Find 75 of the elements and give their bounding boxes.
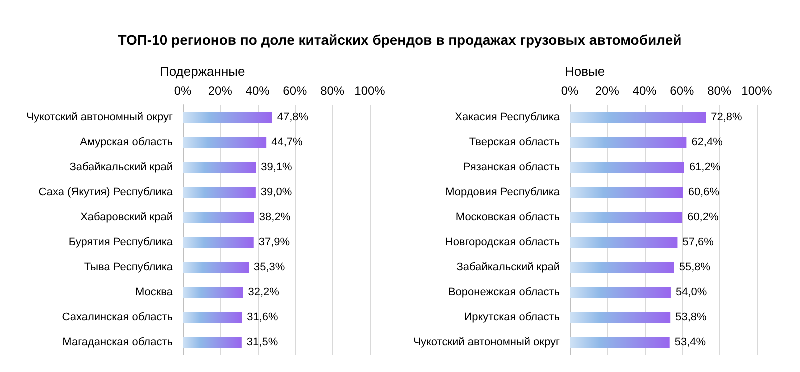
x-tick-label: 0% xyxy=(561,84,579,98)
x-tick-label: 0% xyxy=(174,84,192,98)
bar xyxy=(183,187,256,198)
data-label: 53,4% xyxy=(674,336,706,348)
bar xyxy=(183,262,250,273)
data-label: 54,0% xyxy=(676,286,708,298)
data-label: 55,8% xyxy=(679,262,711,274)
data-label: 60,6% xyxy=(688,186,720,198)
data-label: 38,2% xyxy=(259,212,291,224)
y-tick-label: Воронежская область xyxy=(448,286,560,298)
y-tick-label: Москва xyxy=(135,286,174,298)
chart-subtitle: Подержанные xyxy=(160,64,246,79)
bar xyxy=(183,237,254,248)
bar xyxy=(570,262,674,273)
x-tick-label: 60% xyxy=(283,84,308,98)
bar xyxy=(570,237,678,248)
x-tick-label: 100% xyxy=(742,84,773,98)
bar xyxy=(570,337,670,348)
y-tick-label: Московская область xyxy=(456,212,560,224)
y-tick-label: Сахалинская область xyxy=(62,312,174,324)
data-label: 39,1% xyxy=(261,162,293,174)
text: ТОП-10 регионов по доле китайских брендов в продажах грузовых автомобилей xyxy=(117,32,683,48)
x-tick-label: 40% xyxy=(632,84,658,98)
data-label: 39,0% xyxy=(260,186,292,198)
y-tick-label: Рязанская область xyxy=(463,162,560,174)
bar xyxy=(183,287,244,298)
x-tick-label: 80% xyxy=(708,84,732,98)
bar xyxy=(570,312,671,323)
data-label: 31,6% xyxy=(247,312,278,324)
y-tick-label: Саха (Якутия) Республика xyxy=(38,186,174,198)
bar xyxy=(183,312,242,323)
x-tick-label: 80% xyxy=(320,84,345,98)
data-label: 60,2% xyxy=(688,212,719,224)
x-tick-label: 20% xyxy=(208,84,233,98)
y-tick-label: Хабаровский край xyxy=(80,212,173,224)
chart-subtitle: Новые xyxy=(565,64,606,79)
y-tick-label: Забайкальский край xyxy=(70,162,173,174)
data-label: 35,3% xyxy=(254,262,286,274)
y-tick-label: Тыва Республика xyxy=(84,262,174,274)
bar xyxy=(570,187,684,198)
y-tick-label: Иркутская область xyxy=(464,312,560,324)
y-tick-label: Чукотский автономный округ xyxy=(26,112,173,124)
x-tick-label: 40% xyxy=(246,84,270,98)
y-tick-label: Чукотский автономный округ xyxy=(414,336,560,348)
y-tick-label: Бурятия Республика xyxy=(68,236,174,248)
y-tick-label: Тверская область xyxy=(469,136,560,148)
data-label: 53,8% xyxy=(676,312,708,324)
y-tick-label: Новгородская область xyxy=(445,236,560,248)
data-label: 61,2% xyxy=(689,162,721,174)
x-tick-label: 20% xyxy=(595,84,620,98)
data-label: 37,9% xyxy=(258,236,290,248)
bar xyxy=(183,337,242,348)
data-label: 57,6% xyxy=(682,236,714,248)
data-label: 62,4% xyxy=(692,136,724,148)
bar xyxy=(570,287,671,298)
y-tick-label: Хакасия Республика xyxy=(455,112,561,124)
data-label: 32,2% xyxy=(248,286,280,298)
bar xyxy=(570,162,684,173)
bar xyxy=(570,112,706,123)
y-tick-label: Магаданская область xyxy=(62,336,174,348)
bar xyxy=(183,162,256,173)
x-tick-label: 100% xyxy=(354,84,386,98)
y-tick-label: Забайкальский край xyxy=(456,262,560,274)
bar xyxy=(183,137,267,148)
bar xyxy=(570,137,687,148)
y-tick-label: Мордовия Республика xyxy=(446,186,561,198)
bar xyxy=(570,212,683,223)
data-label: 31,5% xyxy=(246,336,278,348)
data-label: 44,7% xyxy=(272,136,303,148)
data-label: 47,8% xyxy=(277,112,309,124)
y-tick-label: Амурская область xyxy=(80,136,174,148)
bar xyxy=(183,112,272,123)
bar xyxy=(183,212,254,223)
x-tick-label: 60% xyxy=(670,84,695,98)
data-label: 72,8% xyxy=(711,112,743,124)
